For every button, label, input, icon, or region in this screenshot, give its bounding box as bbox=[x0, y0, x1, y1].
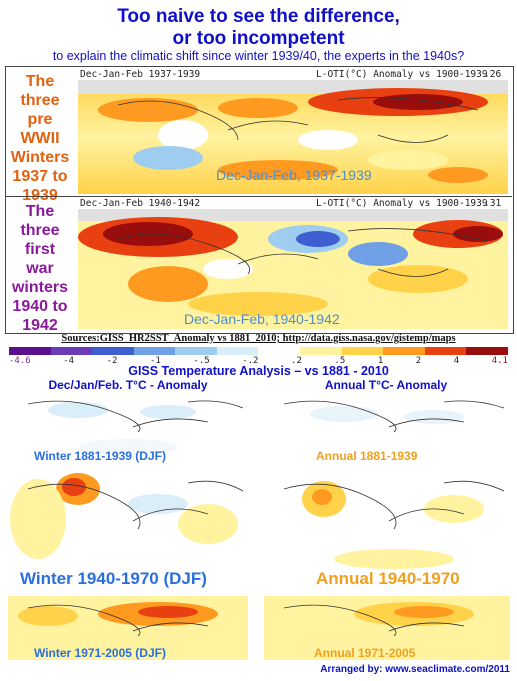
panel-caption: Annual 1881-1939 bbox=[316, 449, 418, 463]
col-header-djf: Dec/Jan/Feb. T°C - Anomaly bbox=[48, 378, 208, 392]
credit-footer: Arranged by: www.seaclimate.com/2011 bbox=[320, 664, 510, 675]
map-period: Dec-Jan-Feb 1937-1939 bbox=[80, 69, 201, 80]
anomaly-map-1940 bbox=[78, 209, 508, 329]
scale-swatch bbox=[92, 347, 134, 355]
side-label-line: 1942 bbox=[22, 317, 58, 334]
map-overlay-label: Dec-Jan-Feb, 1940-1942 bbox=[184, 311, 340, 327]
panel-caption: Annual 1971-2005 bbox=[314, 646, 416, 660]
map-mean: .26 bbox=[484, 69, 502, 80]
side-label-line: The bbox=[25, 203, 55, 220]
scale-swatch bbox=[9, 347, 51, 355]
panel-caption: Winter 1940-1970 (DJF) bbox=[20, 569, 207, 588]
main-title-line1: Too naive to see the difference, bbox=[117, 6, 400, 27]
scale-tick: .2 bbox=[291, 356, 302, 366]
side-label-line: pre bbox=[27, 111, 53, 128]
side-label-line: 1937 to bbox=[12, 168, 68, 185]
scale-swatch bbox=[424, 347, 467, 355]
map-winter-1881-1939: Winter 1881-1939 (DJF) bbox=[8, 392, 248, 464]
side-label-line: WWII bbox=[20, 130, 60, 147]
scale-swatch bbox=[175, 347, 217, 355]
panel-caption: Annual 1940-1970 bbox=[316, 569, 460, 588]
scale-tick: 4 bbox=[453, 356, 460, 366]
side-label-line: three bbox=[20, 222, 60, 239]
scale-tick: -2 bbox=[106, 356, 118, 366]
side-label-war: The three first war winters 1940 to 1942 bbox=[8, 202, 72, 335]
scale-swatch bbox=[300, 347, 342, 355]
anomaly-map-small bbox=[264, 469, 510, 589]
side-label-prewar: The three pre WWII Winters 1937 to 1939 bbox=[8, 72, 72, 205]
scale-tick: -4.6 bbox=[9, 356, 31, 366]
map-annual-1940-1970: Annual 1940-1970 bbox=[264, 469, 510, 589]
col-header-annual: Annual T°C- Anomaly bbox=[324, 378, 448, 392]
map-1937-1939: Dec-Jan-Feb 1937-1939 L-OTI(°C) Anomaly … bbox=[76, 68, 510, 196]
main-title-line2: or too incompetent bbox=[172, 28, 345, 49]
map-mean: .31 bbox=[484, 198, 502, 209]
color-scale-bar bbox=[9, 347, 508, 355]
map-1940-1942: Dec-Jan-Feb 1940-1942 L-OTI(°C) Anomaly … bbox=[76, 197, 510, 331]
map-annual-1881-1939: Annual 1881-1939 bbox=[264, 392, 510, 464]
scale-tick: -1 bbox=[150, 356, 161, 366]
scale-swatch bbox=[383, 347, 425, 355]
scale-tick: -4 bbox=[63, 356, 75, 366]
scale-tick: 4.1 bbox=[491, 356, 508, 366]
map-overlay-label: Dec-Jan-Feb, 1937-1939 bbox=[216, 167, 372, 183]
map-metric: L-OTI(°C) Anomaly vs 1900-1939 bbox=[316, 69, 488, 80]
scale-swatch bbox=[50, 347, 93, 355]
side-label-line: first bbox=[24, 241, 56, 258]
side-label-line: 1940 to bbox=[12, 298, 68, 315]
anomaly-map-small bbox=[8, 469, 248, 589]
map-annual-1971-2005: Annual 1971-2005 bbox=[264, 596, 510, 660]
anomaly-map-small bbox=[264, 392, 510, 464]
sources-line: Sources:GISS_HR2SST_Anomaly vs 1881_2010… bbox=[61, 333, 456, 344]
panel-caption: Winter 1971-2005 (DJF) bbox=[34, 646, 166, 660]
map-period: Dec-Jan-Feb 1940-1942 bbox=[80, 198, 201, 209]
scale-swatch bbox=[341, 347, 384, 355]
anomaly-map-small bbox=[8, 392, 248, 464]
scale-tick: .5 bbox=[334, 356, 346, 366]
scale-swatch bbox=[133, 347, 176, 355]
subtitle: to explain the climatic shift since wint… bbox=[52, 49, 465, 63]
scale-swatch bbox=[258, 347, 301, 355]
color-scale: -4.6 -4 -2 -1 -.5 -.2 .2 .5 1 2 4 4.1 bbox=[5, 346, 512, 368]
giss-section-title: GISS Temperature Analysis – vs 1881 - 20… bbox=[128, 364, 389, 378]
scale-tick: 1 bbox=[377, 356, 384, 366]
scale-tick: -.2 bbox=[242, 356, 259, 366]
panel-caption: Winter 1881-1939 (DJF) bbox=[34, 449, 166, 463]
side-label-line: winters bbox=[11, 279, 68, 296]
scale-swatch bbox=[466, 347, 508, 355]
scale-swatch bbox=[216, 347, 259, 355]
anomaly-map-small bbox=[8, 596, 248, 660]
scale-tick: -.5 bbox=[193, 356, 210, 366]
divider bbox=[5, 196, 512, 197]
side-label-line: The bbox=[25, 73, 55, 90]
color-scale-ticks: -4.6 -4 -2 -1 -.5 -.2 .2 .5 1 2 4 4.1 bbox=[9, 356, 508, 366]
side-label-line: war bbox=[26, 260, 54, 277]
side-label-line: 1939 bbox=[22, 187, 58, 204]
scale-tick: 2 bbox=[415, 356, 422, 366]
map-winter-1971-2005: Winter 1971-2005 (DJF) bbox=[8, 596, 248, 660]
anomaly-map-small bbox=[264, 596, 510, 660]
map-metric: L-OTI(°C) Anomaly vs 1900-1939 bbox=[316, 198, 488, 209]
map-winter-1940-1970: Winter 1940-1970 (DJF) bbox=[8, 469, 248, 589]
side-label-line: Winters bbox=[10, 149, 70, 166]
side-label-line: three bbox=[20, 92, 60, 109]
anomaly-map-1937 bbox=[78, 80, 508, 194]
